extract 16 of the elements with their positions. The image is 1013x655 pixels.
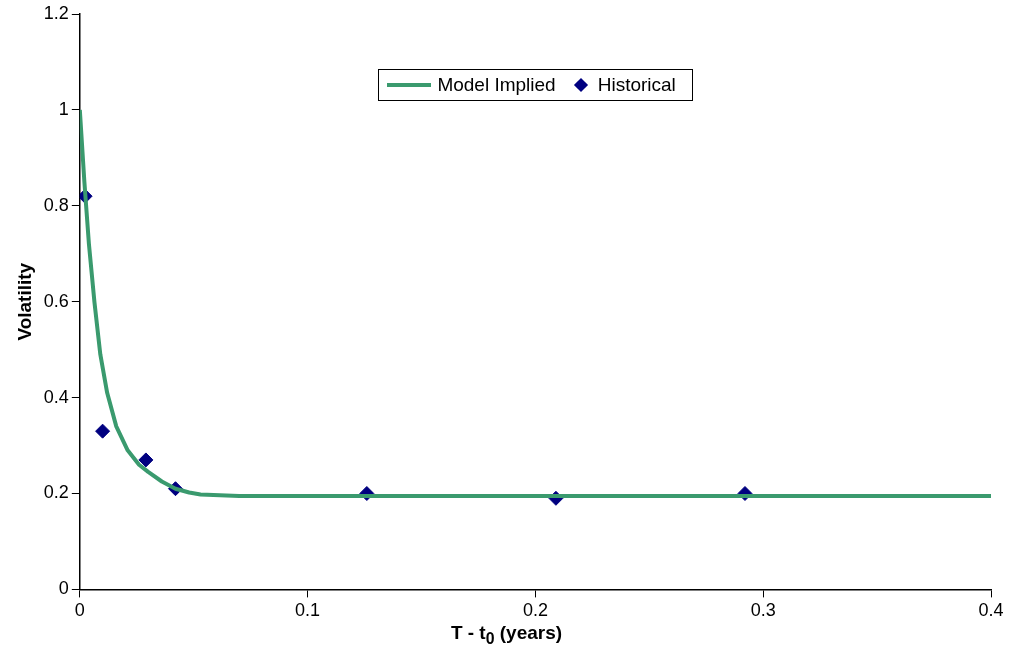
y-tick-label: 0.2	[43, 482, 69, 503]
legend-label: Historical	[597, 74, 676, 96]
y-tick-label: 0.4	[43, 386, 69, 407]
x-tick-label: 0	[74, 600, 85, 621]
legend-label: Model Implied	[437, 74, 556, 96]
x-tick-label: 0.2	[522, 600, 548, 621]
y-tick-label: 0.8	[43, 194, 69, 215]
y-tick-label: 0.6	[43, 290, 69, 311]
y-tick-label: 1	[58, 98, 69, 119]
x-tick-label: 0.4	[978, 600, 1004, 621]
x-tick-label: 0.3	[750, 600, 776, 621]
x-tick-label: 0.1	[295, 600, 321, 621]
y-tick-label: 0	[58, 578, 69, 599]
x-axis-title: T - t$_{0}$ (years)	[449, 622, 564, 648]
y-tick-label: 1.2	[43, 2, 69, 23]
y-axis-title: Volatility	[13, 262, 35, 341]
